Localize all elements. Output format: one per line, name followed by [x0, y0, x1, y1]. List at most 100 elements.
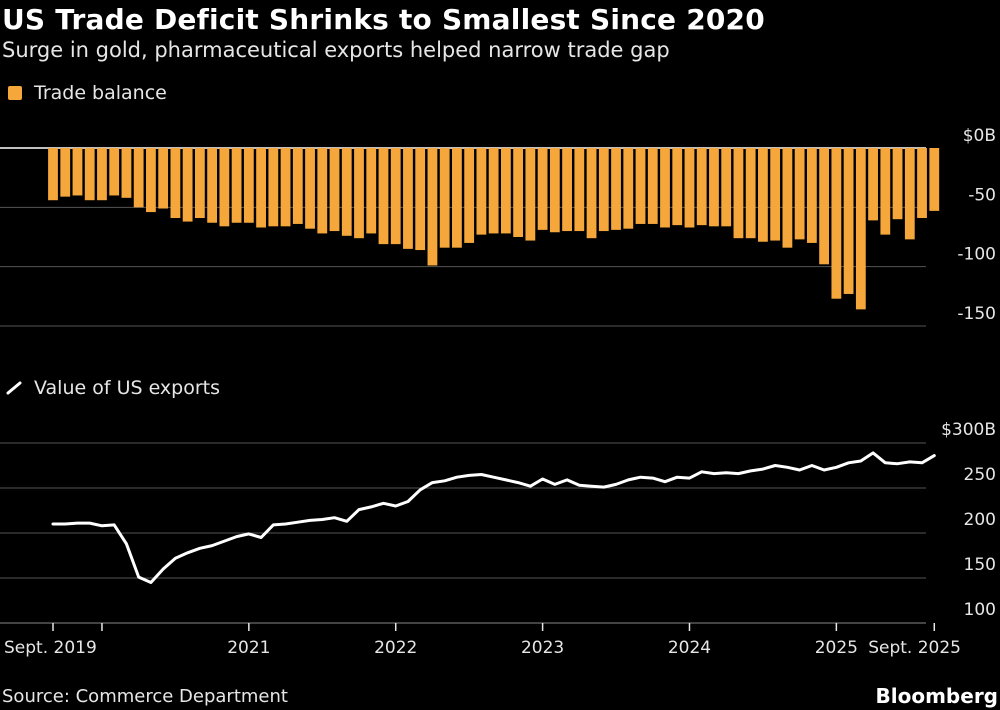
trade-balance-bar — [452, 148, 462, 248]
trade-balance-bar — [770, 148, 781, 241]
trade-balance-bar — [366, 148, 377, 234]
trade-balance-bar — [280, 148, 291, 227]
trade-balance-bar — [525, 148, 536, 241]
bar-y-tick-label: -100 — [957, 245, 996, 265]
trade-balance-bar — [855, 148, 866, 310]
trade-balance-bar — [403, 148, 413, 249]
trade-balance-bar — [243, 148, 254, 223]
trade-balance-bar — [672, 148, 683, 226]
trade-balance-bar — [219, 148, 230, 227]
trade-balance-bar — [660, 148, 670, 228]
legend-trade-balance-label: Trade balance — [34, 82, 167, 104]
trade-balance-bar — [684, 148, 695, 228]
trade-balance-bar — [341, 148, 352, 236]
trade-balance-bar — [207, 148, 218, 223]
trade-balance-bar — [439, 148, 450, 248]
chart-subtitle: Surge in gold, pharmaceutical exports he… — [2, 38, 670, 62]
trade-balance-bar — [868, 148, 878, 221]
trade-balance-bar — [97, 148, 107, 201]
trade-balance-bar — [231, 148, 242, 223]
trade-balance-bar — [696, 148, 707, 226]
trade-balance-bar — [292, 148, 303, 224]
legend-exports-label: Value of US exports — [34, 377, 221, 399]
trade-balance-bar — [721, 148, 732, 227]
trade-balance-bar — [733, 148, 744, 239]
trade-balance-bar — [268, 148, 279, 227]
bar-y-tick-label: -150 — [957, 304, 996, 324]
trade-balance-bar — [170, 148, 181, 219]
bar-swatch-icon — [8, 86, 22, 100]
trade-balance-bar — [317, 148, 328, 234]
trade-balance-bar — [537, 148, 548, 230]
trade-balance-bar — [194, 148, 205, 219]
trade-balance-bar — [794, 148, 805, 240]
trade-balance-bar — [121, 148, 132, 198]
x-axis: Sept. 2019 2021 2022 2023 2024 2025 Sept. 2025 — [4, 623, 961, 658]
legend-exports: Value of US exports — [2, 377, 220, 399]
trade-balance-bar — [929, 148, 940, 211]
trade-balance-bar — [819, 148, 830, 265]
x-tick-label: 2024 — [668, 638, 711, 658]
line-swatch-icon — [6, 381, 22, 395]
trade-balance-bar — [378, 148, 389, 245]
trade-balance-bar — [586, 148, 597, 239]
x-tick-label: Sept. 2019 — [4, 638, 97, 658]
trade-balance-bar — [904, 148, 915, 240]
trade-balance-bar — [745, 148, 756, 239]
trade-balance-bar — [611, 148, 621, 230]
line-y-tick-label: 250 — [964, 465, 996, 485]
trade-balance-bar — [72, 148, 83, 196]
trade-balance-bar — [48, 148, 58, 201]
line-y-tick-label: 100 — [964, 600, 996, 620]
line-chart-series — [51, 451, 936, 584]
legend-trade-balance: Trade balance — [2, 82, 167, 104]
trade-balance-bar — [709, 148, 719, 227]
trade-balance-bar — [182, 148, 193, 222]
trade-balance-bar — [843, 148, 854, 294]
x-tick-label: 2025 — [815, 638, 858, 658]
line-y-tick-label: 150 — [964, 555, 996, 575]
trade-balance-bar — [256, 148, 266, 228]
x-tick-label: 2023 — [521, 638, 564, 658]
trade-balance-bar — [390, 148, 401, 245]
trade-balance-bar — [60, 148, 71, 197]
trade-balance-bar — [109, 148, 120, 196]
line-y-tick-label: $300B — [941, 420, 996, 440]
bar-chart-y-ticks: $0B -50 -100 -150 — [957, 126, 996, 324]
line-chart-y-ticks: $300B 250 200 150 100 — [941, 420, 996, 620]
trade-balance-bar — [917, 148, 927, 219]
trade-balance-bar — [880, 148, 891, 235]
trade-balance-bar — [427, 148, 438, 266]
trade-balance-bar — [488, 148, 499, 234]
trade-balance-bar — [598, 148, 609, 232]
trade-balance-bar — [562, 148, 572, 232]
trade-balance-bar — [782, 148, 793, 248]
bar-y-tick-label: $0B — [963, 126, 996, 146]
trade-balance-bar — [623, 148, 634, 229]
trade-balance-bar — [476, 148, 487, 235]
trade-balance-bar — [354, 148, 364, 239]
trade-balance-bar — [831, 148, 842, 299]
trade-balance-bar — [158, 148, 169, 209]
line-y-tick-label: 200 — [964, 510, 996, 530]
x-tick-label: 2022 — [374, 638, 417, 658]
trade-balance-bar — [647, 148, 658, 224]
bar-y-tick-label: -50 — [968, 185, 996, 205]
trade-balance-bar — [758, 148, 768, 242]
trade-balance-bar — [806, 148, 817, 243]
trade-balance-bar — [305, 148, 315, 229]
trade-balance-bar — [133, 148, 144, 208]
trade-balance-bar — [549, 148, 560, 233]
trade-balance-bar — [574, 148, 585, 232]
trade-balance-bar — [146, 148, 156, 213]
exports-line — [51, 451, 936, 584]
trade-balance-bar — [84, 148, 95, 201]
bar-chart-bars — [48, 148, 940, 310]
chart-title: US Trade Deficit Shrinks to Smallest Sin… — [2, 3, 765, 36]
trade-balance-bar — [892, 148, 903, 220]
trade-balance-bar — [415, 148, 426, 251]
line-chart-gridlines — [0, 442, 926, 624]
source-note: Source: Commerce Department — [2, 686, 288, 707]
brand-logo: Bloomberg — [875, 684, 998, 708]
